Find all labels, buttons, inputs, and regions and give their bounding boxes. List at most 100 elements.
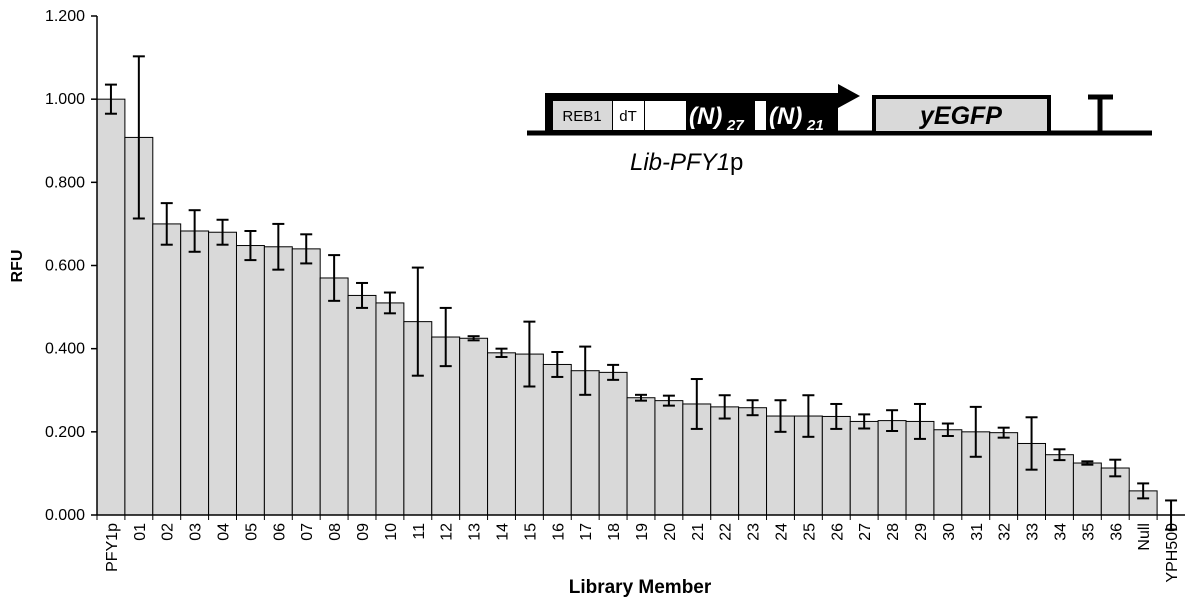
bar (459, 337, 489, 516)
error-bar (718, 394, 731, 420)
error-bar (244, 229, 257, 262)
error-bar (523, 320, 536, 388)
x-tick-label: 07 (299, 523, 316, 541)
bar (989, 432, 1019, 516)
x-axis-title: Library Member (569, 577, 712, 598)
bar (654, 400, 684, 516)
error-bar (662, 394, 675, 407)
n-label: (N) (689, 103, 722, 130)
error-bar (607, 363, 620, 381)
error-bar (802, 394, 815, 438)
x-tick-label: 01 (132, 523, 149, 541)
x-tick-label: 23 (746, 523, 763, 541)
error-bar (1053, 448, 1066, 462)
x-tick-label: 35 (1080, 523, 1097, 541)
error-bar (858, 413, 871, 430)
x-tick-label: 14 (495, 523, 512, 541)
bar (849, 420, 879, 516)
bar (347, 294, 377, 516)
y-tick-label: 0.400 (45, 341, 85, 358)
bar (738, 407, 768, 516)
dt-label: dT (619, 108, 637, 125)
y-tick-label: 1.000 (45, 91, 85, 108)
x-tick-label: 19 (634, 523, 651, 541)
error-bar (132, 55, 145, 220)
bar (263, 246, 293, 516)
y-tick-label: 0.000 (45, 507, 85, 524)
bar (487, 352, 516, 516)
n-subscript: 21 (806, 117, 824, 134)
x-tick-label: 30 (941, 523, 958, 541)
dt-box (613, 101, 644, 130)
error-bar (160, 202, 173, 246)
x-tick-label: 29 (913, 523, 930, 541)
bar (933, 429, 963, 516)
error-bar (913, 402, 926, 440)
error-bar (886, 409, 899, 433)
promoter-name: Lib-PFY1 (630, 149, 730, 176)
x-tick-label: 27 (857, 523, 874, 541)
x-tick-label: 26 (829, 523, 846, 541)
error-bar (300, 233, 313, 265)
arrow-head (838, 84, 860, 108)
bar (626, 397, 656, 516)
error-bar (690, 378, 703, 430)
x-tick-label: 04 (216, 523, 233, 541)
x-tick-label: 02 (160, 523, 177, 541)
x-tick-label: 16 (550, 523, 567, 541)
x-tick-label: 36 (1108, 523, 1125, 541)
bar (542, 363, 572, 516)
x-tick-label: 28 (885, 523, 902, 541)
spacer-box (755, 101, 766, 130)
x-tick-label: 31 (969, 523, 986, 541)
x-tick-label: 17 (578, 523, 595, 541)
x-tick-label: 22 (718, 523, 735, 541)
bar (208, 231, 237, 516)
promoter-label: Lib-PFY1p (630, 149, 743, 176)
bar (1045, 454, 1074, 516)
x-tick-label: 10 (383, 523, 400, 541)
x-tick-label: 34 (1052, 523, 1069, 541)
promoter-suffix: p (730, 149, 743, 176)
bar (319, 277, 349, 516)
bar (291, 248, 321, 516)
error-bar (1081, 460, 1094, 466)
y-tick-label: 0.200 (45, 424, 85, 441)
bar (375, 302, 405, 516)
y-tick-label: 0.600 (45, 258, 85, 275)
error-bar (411, 266, 424, 377)
error-bar (551, 350, 564, 378)
n-label: (N) (769, 103, 802, 130)
gene-box (872, 95, 1051, 135)
error-bar (1137, 482, 1150, 500)
y-tick-label: 0.800 (45, 174, 85, 191)
error-bar (941, 422, 954, 437)
y-axis-title: RFU (9, 250, 26, 283)
n-subscript: 27 (726, 117, 744, 134)
error-bar (104, 83, 117, 115)
error-bar (746, 399, 759, 417)
x-tick-label: 12 (439, 523, 456, 541)
x-tick-label: 05 (243, 523, 260, 541)
error-bar (579, 345, 592, 396)
error-bar (635, 393, 647, 402)
error-bar (969, 405, 982, 458)
bar (235, 245, 265, 516)
bar (1072, 462, 1102, 516)
reb1-box (553, 101, 612, 130)
bar (152, 223, 182, 516)
bar (710, 406, 740, 516)
bar (877, 420, 907, 516)
x-tick-label: 03 (188, 523, 205, 541)
error-bar (1109, 458, 1122, 478)
error-bar (830, 402, 843, 430)
x-tick-label: 13 (467, 523, 484, 541)
error-bar (439, 306, 452, 368)
error-bar (328, 254, 341, 302)
spacer-box (645, 101, 686, 130)
error-bar (356, 281, 369, 309)
x-tick-label: 20 (662, 523, 679, 541)
bar (96, 98, 126, 516)
error-bar (467, 335, 480, 342)
